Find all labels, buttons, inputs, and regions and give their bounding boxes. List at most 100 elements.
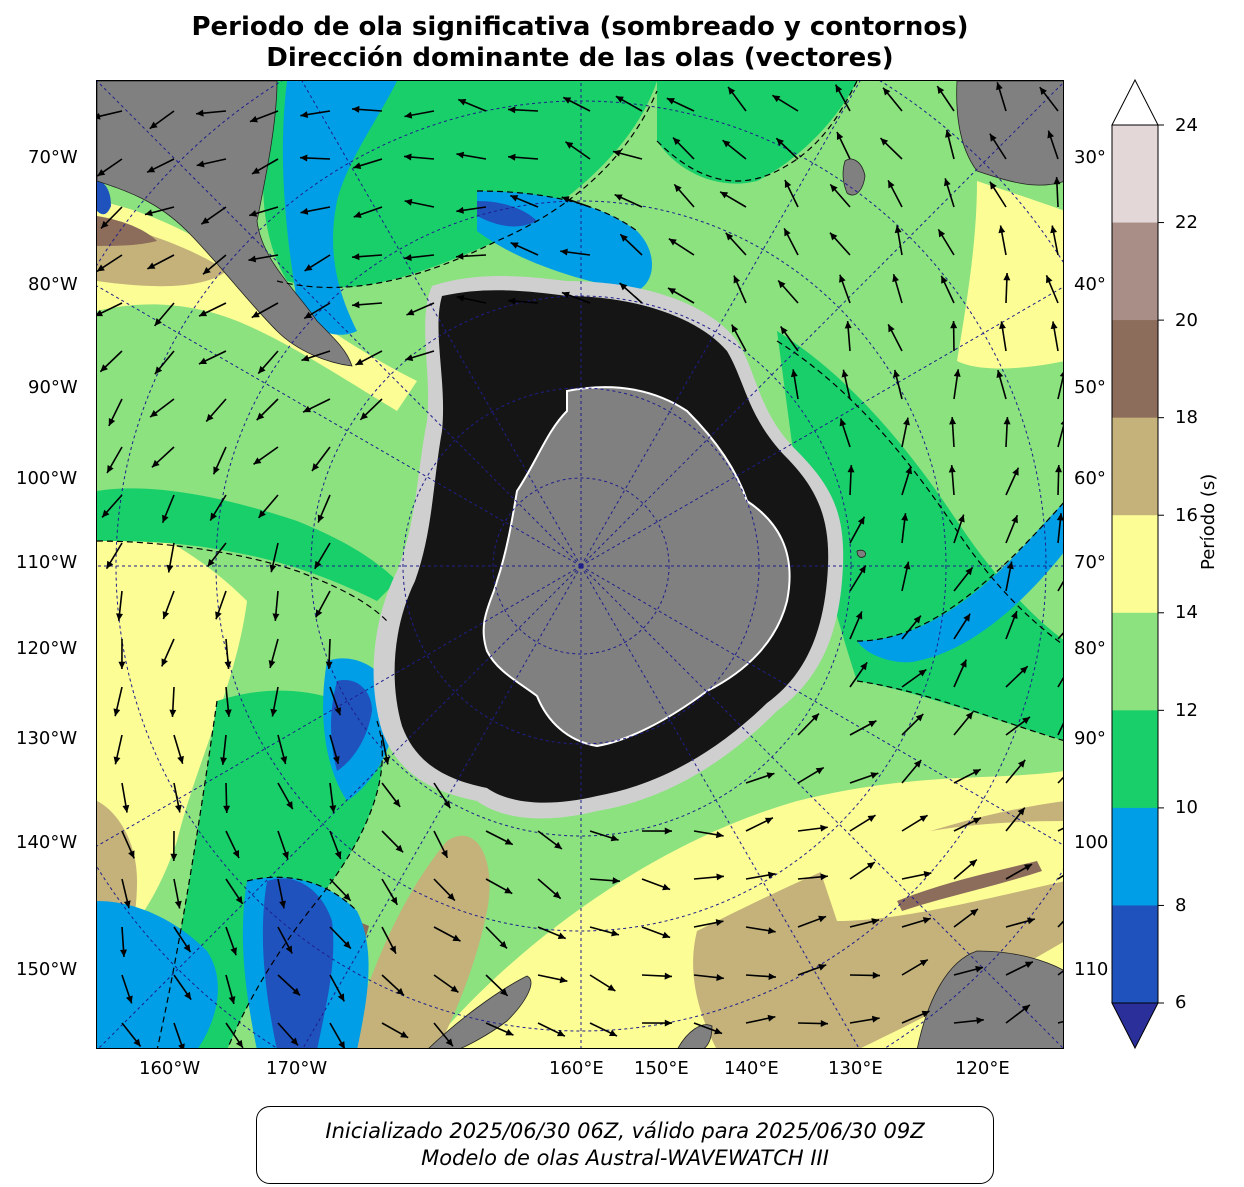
- wave-vector-head: [207, 558, 215, 567]
- wave-vector-head: [161, 658, 168, 667]
- wave-vector-head: [923, 870, 932, 878]
- wave-vector-head: [300, 207, 309, 215]
- period-contours: [97, 81, 1063, 1048]
- period-band-10-12-west-arc: [97, 488, 397, 601]
- wave-vector-head: [610, 834, 619, 842]
- colorbar-segment: [1112, 515, 1158, 614]
- wave-vector-head: [565, 141, 574, 149]
- colorbar-segment: [1112, 320, 1158, 419]
- wave-vector-head: [97, 264, 105, 272]
- wave-vector-head: [811, 713, 819, 722]
- lon-label-4: 150°E: [634, 1058, 689, 1079]
- lat-label-right-1: 30°: [1074, 147, 1106, 168]
- wave-vector-head: [325, 661, 333, 669]
- madagascar-land: [842, 158, 866, 196]
- wave-vector-head: [612, 149, 621, 157]
- wave-vector-head: [888, 324, 895, 333]
- period-band-10-12-southwest: [157, 690, 383, 1048]
- wave-vector-head: [1046, 275, 1053, 284]
- period-band-18-20-northwest: [97, 216, 157, 246]
- wave-vector-head: [235, 896, 243, 904]
- wave-vector-head: [300, 154, 308, 162]
- lon-label-1: 160°W: [139, 1058, 201, 1079]
- wave-vector-head: [177, 755, 184, 764]
- wave-vector-head: [668, 238, 677, 246]
- wave-vector-head: [106, 560, 114, 569]
- wave-vector-head: [855, 611, 863, 620]
- wave-vector-head: [776, 138, 784, 146]
- wave-vector-head: [301, 354, 310, 362]
- wave-vector-head: [230, 947, 237, 956]
- wave-vector-head: [249, 210, 258, 217]
- wave-vector-shaft: [1057, 374, 1063, 400]
- wave-vector-head: [292, 987, 301, 996]
- wave-vector-head: [97, 112, 101, 120]
- wave-vector-shaft: [1057, 970, 1063, 976]
- africa-land: [956, 81, 1063, 186]
- wave-vector-head: [352, 301, 360, 309]
- wave-vector-head: [352, 105, 360, 113]
- wave-vector-head: [1022, 716, 1030, 725]
- wave-vector-head: [731, 324, 739, 333]
- wave-vector-head: [456, 294, 465, 302]
- wave-vector-head: [557, 932, 566, 939]
- wave-vector-head: [175, 804, 182, 813]
- wave-period-map[interactable]: [96, 80, 1064, 1049]
- wave-vector-head: [1060, 421, 1063, 425]
- wave-vector-head: [338, 1041, 345, 1048]
- wave-vector-head: [456, 252, 464, 260]
- colorbar-segment: [1112, 905, 1158, 1004]
- wave-vector-head: [1024, 864, 1033, 871]
- run-info-line-2: Modelo de olas Austral-WAVEWATCH III: [421, 1146, 829, 1170]
- wave-vector-head: [839, 418, 847, 427]
- colorbar-outline: [1111, 124, 1159, 1004]
- lat-label-left-3: 90°W: [28, 377, 78, 398]
- run-info-box: Inicializado 2025/06/30 06Z, válido para…: [256, 1106, 994, 1184]
- wave-vector-head: [456, 151, 465, 159]
- wave-vector-head: [122, 804, 130, 813]
- colorbar-tick-label-12: 12: [1175, 700, 1198, 721]
- wave-vector-head: [561, 196, 570, 203]
- wave-vector-head: [228, 996, 236, 1004]
- wave-vector-head: [97, 169, 106, 177]
- wave-vector-head: [830, 184, 838, 193]
- wave-vector-head: [784, 228, 791, 237]
- wave-vector-head: [664, 972, 672, 980]
- colorbar-tick-label-8: 8: [1175, 895, 1187, 916]
- wave-vector-head: [784, 179, 792, 188]
- wave-vector-head: [215, 611, 222, 620]
- wave-vector-head: [154, 366, 163, 375]
- wave-vector-head: [866, 862, 875, 870]
- wave-vector-head: [609, 1029, 618, 1037]
- contour-line-10: [656, 81, 858, 182]
- wave-vector-head: [673, 137, 681, 146]
- wave-vector-head: [999, 321, 1006, 330]
- wave-vector-head: [183, 944, 191, 953]
- colorbar-segment: [1112, 222, 1158, 321]
- wave-vector-head: [184, 991, 192, 1000]
- wave-vector-head: [674, 184, 682, 193]
- wave-vector-head: [508, 153, 516, 161]
- colorbar-segment: [1112, 807, 1158, 906]
- wave-vector-head: [941, 275, 948, 284]
- lat-label-right-4: 60°: [1074, 468, 1106, 489]
- colorbar-tick-label-6: 6: [1175, 992, 1187, 1013]
- wave-vector-head: [269, 564, 277, 573]
- wave-vector-head: [353, 211, 362, 218]
- wave-vector-head: [405, 354, 414, 361]
- wave-vector-head: [285, 945, 293, 954]
- wave-vector-head: [353, 162, 362, 170]
- wave-vector-head: [332, 755, 340, 764]
- map-title-line-1: Periodo de ola significativa (sombreado …: [191, 12, 969, 42]
- wave-vector-head: [607, 984, 616, 991]
- wave-vector-head: [337, 993, 345, 1002]
- lon-label-6: 130°E: [828, 1058, 883, 1079]
- wave-vector-head: [1056, 513, 1063, 521]
- period-band-6-8-west-strip: [97, 181, 111, 215]
- wave-vector-head: [922, 917, 931, 924]
- colorbar-tick-label-16: 16: [1175, 505, 1198, 526]
- wave-vector-head: [447, 892, 455, 901]
- wave-vector-head: [1053, 177, 1061, 185]
- wave-vector-head: [998, 225, 1006, 234]
- lon-label-5: 140°E: [724, 1058, 779, 1079]
